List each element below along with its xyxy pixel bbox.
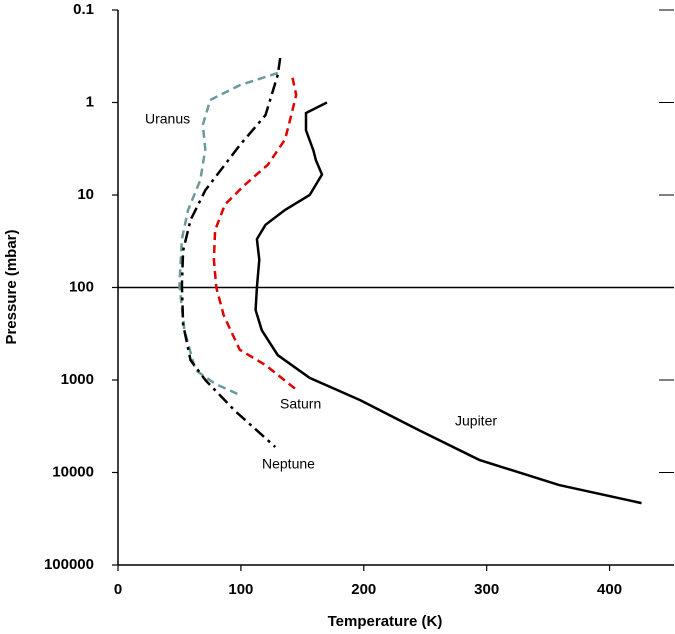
y-tick-label: 1: [86, 93, 94, 110]
series-label: Neptune: [262, 456, 315, 472]
y-tick-label: 0.1: [73, 1, 94, 18]
y-tick-label: 100000: [44, 556, 94, 573]
x-tick-label: 300: [474, 581, 499, 598]
x-tick-label: 100: [228, 581, 253, 598]
x-axis-title: Temperature (K): [328, 613, 443, 630]
series-line: [212, 77, 299, 392]
y-tick-label: 1000: [61, 371, 94, 388]
series-label: Jupiter: [455, 413, 497, 429]
series-line: [180, 57, 282, 448]
y-tick-label: 100: [69, 278, 94, 295]
y-tick-label: 10: [77, 186, 94, 203]
x-tick-label: 200: [351, 581, 376, 598]
x-tick-label: 0: [114, 581, 122, 598]
series-line: [254, 101, 642, 505]
series-line: [178, 71, 279, 397]
y-tick-label: 10000: [52, 463, 94, 480]
series-label: Saturn: [280, 396, 321, 412]
series-label: Uranus: [145, 111, 190, 127]
y-axis-title: Pressure (mbar): [3, 229, 20, 344]
x-tick-label: 400: [597, 581, 622, 598]
